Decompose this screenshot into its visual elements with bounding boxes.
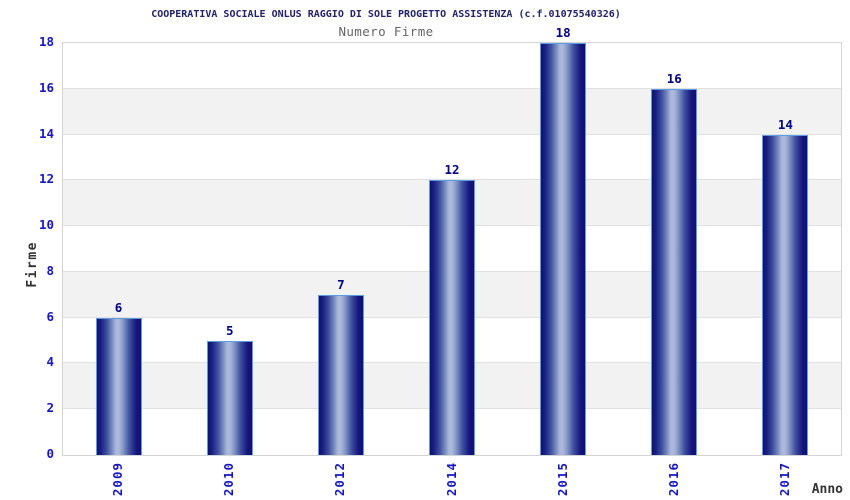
bar-2015 [540, 43, 587, 455]
y-tick-label: 8 [46, 262, 54, 278]
gridline [63, 87, 841, 89]
bar-2014 [429, 180, 475, 455]
chart-title: COOPERATIVA SOCIALE ONLUS RAGGIO DI SOLE… [151, 9, 621, 20]
bar-value-label: 18 [555, 25, 571, 40]
bar-value-label: 16 [666, 70, 682, 86]
x-tick-label-text: 2012 [332, 462, 348, 497]
x-tick-label: 2017 [776, 462, 792, 500]
y-tick-label: 6 [46, 308, 54, 324]
plot-band [63, 88, 841, 135]
bar-value-label: 5 [225, 322, 234, 338]
x-tick-label: 2012 [332, 462, 348, 500]
x-tick-label: 2014 [443, 462, 459, 500]
gridline [63, 179, 841, 181]
chart-header: COOPERATIVA SOCIALE ONLUS RAGGIO DI SOLE… [0, 0, 772, 39]
bar-2017 [762, 134, 809, 455]
x-tick-label-text: 2017 [776, 462, 792, 497]
bar-2012 [317, 294, 364, 455]
gridline [63, 133, 841, 135]
plot-area: 6 5 7 12 18 16 14 [62, 25, 842, 456]
bar-2010 [206, 340, 253, 455]
bar-value-label: 12 [444, 162, 460, 178]
bar-2009 [95, 317, 142, 455]
x-tick-label-text: 2016 [665, 462, 681, 497]
bar-value-label: 6 [114, 299, 123, 315]
x-tick-label-text: 2010 [221, 462, 237, 497]
y-tick-label: 16 [38, 79, 54, 95]
y-tick-label: 10 [38, 217, 54, 233]
x-tick-label-text: 2015 [554, 462, 570, 497]
y-tick-label: 2 [46, 400, 54, 416]
bar-value-label: 14 [777, 116, 793, 132]
y-tick-label: 18 [38, 34, 54, 49]
x-tick-label: 2015 [554, 462, 570, 500]
bar-2016 [651, 88, 698, 455]
plot-band [63, 43, 841, 89]
x-tick-label-text: 2009 [110, 462, 126, 497]
y-tick-label: 14 [38, 125, 54, 141]
y-tick-label: 4 [46, 354, 54, 370]
bar-value-label: 7 [337, 276, 345, 292]
chart-subtitle: Numero Firme [338, 24, 434, 39]
y-tick-label: 0 [46, 446, 54, 461]
x-axis-title: Anno [811, 482, 843, 497]
x-tick-label: 2010 [221, 462, 237, 500]
x-tick-label: 2016 [665, 462, 681, 500]
y-tick-label: 12 [38, 171, 54, 187]
x-tick-label: 2009 [110, 462, 126, 500]
x-tick-label-text: 2014 [443, 462, 459, 497]
